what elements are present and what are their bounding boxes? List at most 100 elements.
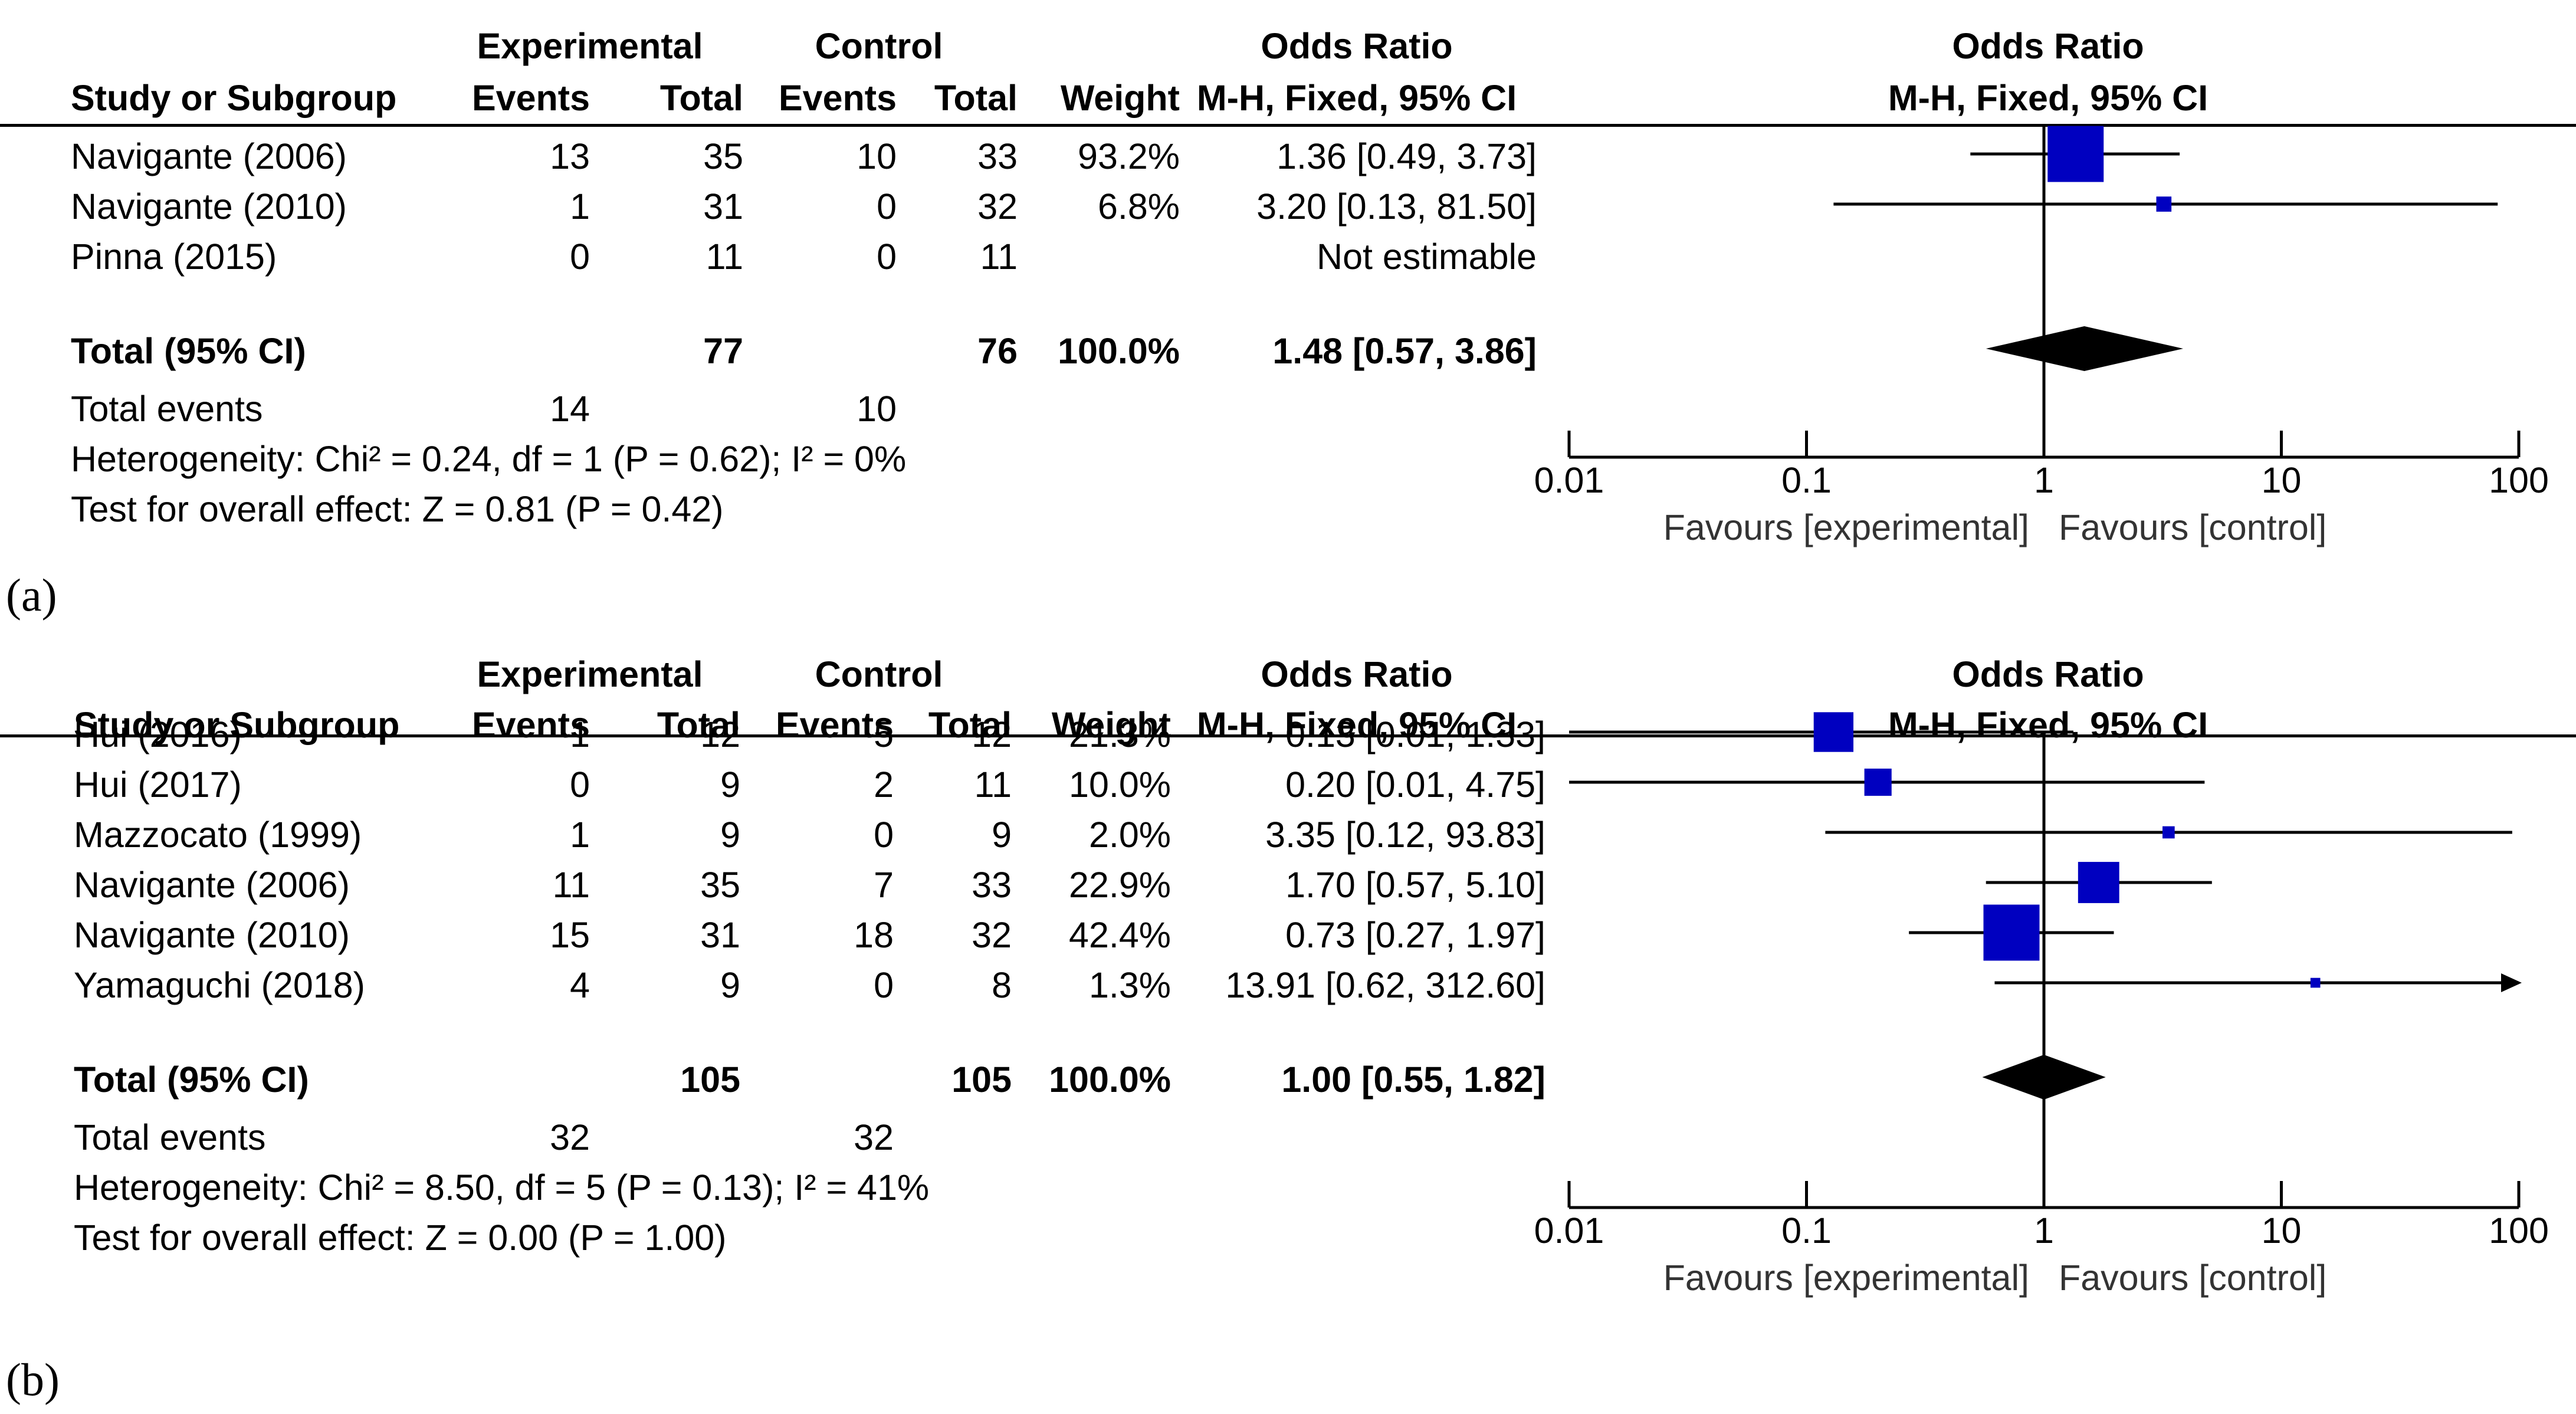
panel-label: (a) [6,569,57,621]
ctl-events: 0 [874,965,894,1005]
plot-title: Odds Ratio [1952,26,2144,66]
overall-effect-text: Test for overall effect: Z = 0.00 (P = 1… [74,1218,727,1258]
study-weight: 42.4% [1069,915,1171,955]
study-weight: 22.9% [1069,865,1171,905]
study-effect-marker [1813,712,1854,752]
ctl-events: 18 [854,915,894,955]
study-weight: 21.3% [1069,714,1171,754]
total-ctl-total: 105 [951,1059,1012,1100]
ctl-total: 8 [992,965,1012,1005]
total-exp-total: 77 [703,331,743,371]
total-exp-total: 105 [680,1059,740,1100]
ctl-total: 11 [974,765,1012,805]
ctl-events: 5 [874,714,894,754]
exp-total: 35 [703,136,743,176]
favours-experimental-label: Favours [experimental] [1663,1258,2029,1298]
study-effect-marker [2156,196,2172,212]
header-ctl-events: Events [778,78,897,118]
forest-plot: 0.01 0.1 1 10 100 Favours [experimental] Favou… [1534,126,2549,547]
overall-effect-text: Test for overall effect: Z = 0.81 (P = 0… [71,489,724,529]
study-name: Hui (2016) [74,714,242,754]
x-tick-label: 100 [2489,460,2549,500]
study-odds-ratio: 0.73 [0.27, 1.97] [1285,915,1545,955]
plot-subtitle: M-H, Fixed, 95% CI [1888,78,2209,118]
ctl-total: 12 [972,714,1012,754]
total-ctl-total: 76 [977,331,1018,371]
total-events-exp: 14 [550,389,590,429]
header-study: Study or Subgroup [71,78,397,118]
pooled-effect-diamond [1986,326,2184,371]
study-name: Pinna (2015) [71,237,277,277]
study-name: Navigante (2006) [71,136,347,176]
ctl-events: 10 [857,136,897,176]
study-odds-ratio: 0.13 [0.01, 1.33] [1285,714,1545,754]
heterogeneity-text: Heterogeneity: Chi² = 8.50, df = 5 (P = … [74,1167,930,1208]
study-effect-marker [1864,768,1892,796]
favours-experimental-label: Favours [experimental] [1663,507,2029,547]
ctl-events: 0 [874,815,894,855]
ctl-total: 11 [980,237,1018,277]
total-weight: 100.0% [1049,1059,1171,1100]
ctl-total: 32 [977,186,1018,227]
total-label: Total (95% CI) [74,1059,309,1100]
x-tick-label: 1 [2034,460,2054,500]
total-odds-ratio: 1.00 [0.55, 1.82] [1281,1059,1545,1100]
study-odds-ratio: Not estimable [1317,237,1537,277]
exp-total: 11 [705,237,743,277]
exp-total: 12 [700,714,740,754]
study-effect-marker [2162,826,2175,839]
exp-total: 31 [700,915,740,955]
total-events-exp: 32 [550,1117,590,1157]
header-weight: Weight [1060,78,1180,118]
study-name: Yamaguchi (2018) [74,965,365,1005]
study-weight: 1.3% [1088,965,1171,1005]
x-tick-label: 1 [2034,1210,2054,1251]
exp-events: 4 [570,965,590,1005]
total-events-ctl: 10 [857,389,897,429]
favours-control-label: Favours [control] [2059,507,2326,547]
exp-events: 13 [550,136,590,176]
pooled-effect-diamond [1982,1055,2106,1100]
exp-total: 35 [700,865,740,905]
forest-plot: 0.01 0.1 1 10 100 Favours [experimental] Favou… [1534,712,2549,1298]
total-label: Total (95% CI) [71,331,306,371]
x-tick-label: 100 [2489,1210,2549,1251]
study-name: Navigante (2010) [71,186,347,227]
x-tick-label: 0.01 [1534,460,1604,500]
ctl-total: 32 [972,915,1012,955]
study-weight: 10.0% [1069,765,1171,805]
exp-events: 11 [552,865,590,905]
ctl-events: 0 [877,237,897,277]
study-odds-ratio: 13.91 [0.62, 312.60] [1225,965,1545,1005]
header-rule [0,124,2576,127]
study-effect-marker [1983,904,2040,961]
exp-events: 1 [570,714,590,754]
total-odds-ratio: 1.48 [0.57, 3.86] [1272,331,1537,371]
header-exp-events: Events [471,78,590,118]
exp-events: 1 [570,186,590,227]
study-odds-ratio: 3.20 [0.13, 81.50] [1256,186,1537,227]
header-control: Control [815,654,943,694]
header-experimental: Experimental [477,26,703,66]
exp-total: 9 [720,965,740,1005]
ctl-total: 33 [972,865,1012,905]
header-method: M-H, Fixed, 95% CI [1196,78,1517,118]
header-experimental: Experimental [477,654,703,694]
study-odds-ratio: 1.70 [0.57, 5.10] [1285,865,1545,905]
total-events-label: Total events [71,389,263,429]
x-tick-label: 0.1 [1781,1210,1832,1251]
header-rule [0,734,2576,737]
ctl-events: 0 [877,186,897,227]
ctl-events: 7 [874,865,894,905]
heterogeneity-text: Heterogeneity: Chi² = 0.24, df = 1 (P = … [71,439,907,479]
exp-events: 0 [570,765,590,805]
ctl-total: 33 [977,136,1018,176]
ctl-events: 2 [874,765,894,805]
header-odds-ratio: Odds Ratio [1261,654,1453,694]
total-events-label: Total events [74,1117,266,1157]
x-tick-label: 0.01 [1534,1210,1604,1251]
x-tick-label: 10 [2262,460,2302,500]
study-effect-marker [2047,126,2104,182]
header-control: Control [815,26,943,66]
exp-events: 15 [550,915,590,955]
